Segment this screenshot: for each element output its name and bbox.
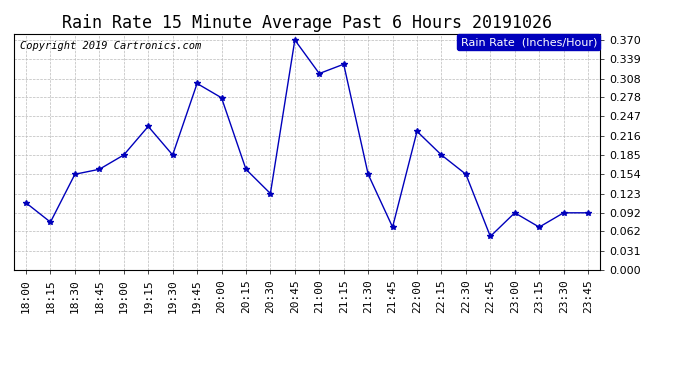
Text: Copyright 2019 Cartronics.com: Copyright 2019 Cartronics.com: [19, 41, 201, 51]
Legend: Rain Rate  (Inches/Hour): Rain Rate (Inches/Hour): [457, 34, 600, 50]
Title: Rain Rate 15 Minute Average Past 6 Hours 20191026: Rain Rate 15 Minute Average Past 6 Hours…: [62, 14, 552, 32]
